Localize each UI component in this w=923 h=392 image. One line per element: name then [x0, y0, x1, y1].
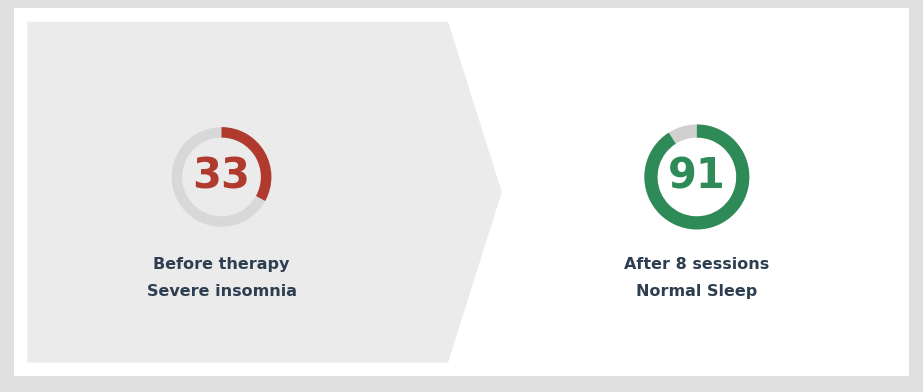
Polygon shape [28, 22, 502, 363]
Text: 91: 91 [668, 156, 725, 198]
Wedge shape [172, 127, 271, 227]
Text: Normal Sleep: Normal Sleep [636, 283, 758, 299]
Text: Before therapy: Before therapy [153, 258, 290, 272]
Wedge shape [644, 125, 749, 229]
Wedge shape [644, 125, 749, 229]
Wedge shape [222, 127, 271, 201]
Text: 33: 33 [193, 156, 250, 198]
Text: Severe insomnia: Severe insomnia [147, 283, 296, 299]
Text: After 8 sessions: After 8 sessions [624, 258, 770, 272]
